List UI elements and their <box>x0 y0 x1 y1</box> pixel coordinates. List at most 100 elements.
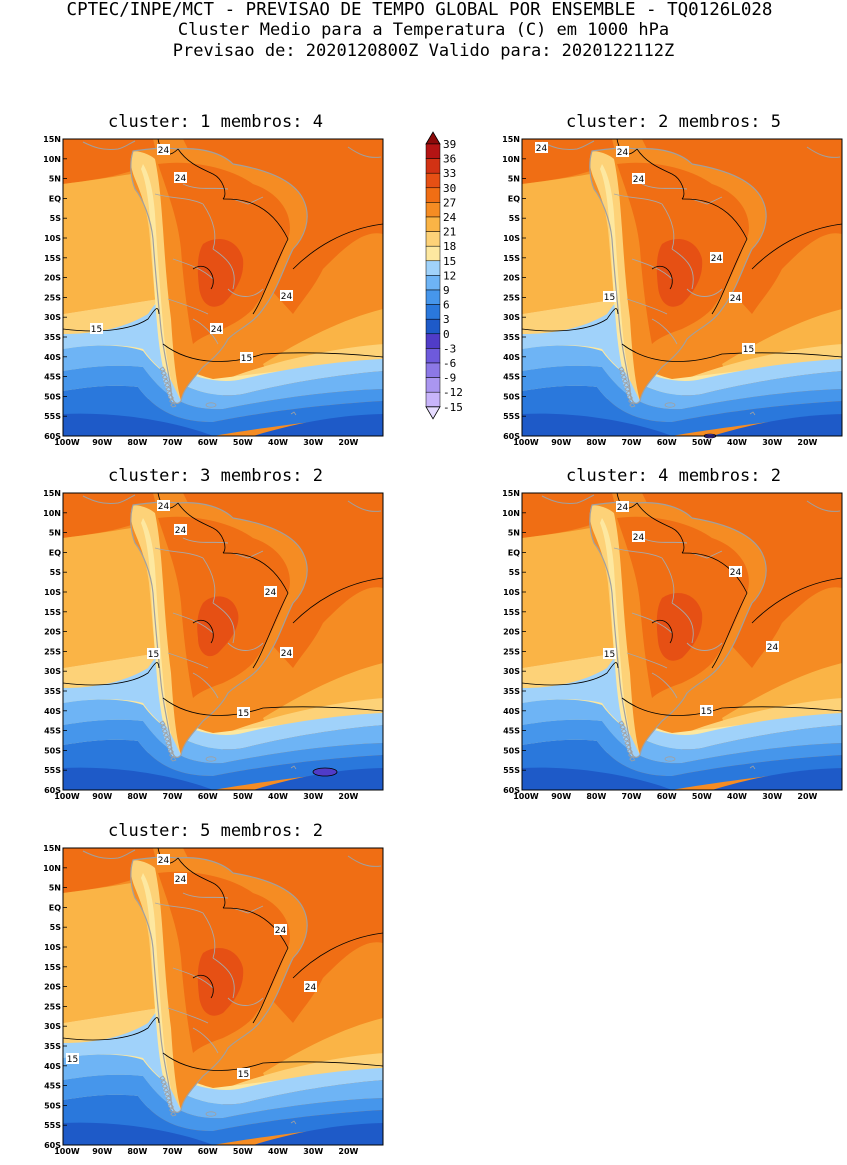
lon-label: 90W <box>551 438 571 447</box>
contour-label: 24 <box>175 526 187 536</box>
colorbar-swatch <box>425 158 441 174</box>
lat-label: 10S <box>44 588 61 597</box>
lon-label: 90W <box>92 1147 112 1156</box>
lat-label: 30S <box>44 667 61 676</box>
lat-label: 45S <box>503 373 520 382</box>
lon-label: 40W <box>268 438 288 447</box>
contour-label: 24 <box>275 926 287 936</box>
lon-label: 90W <box>92 792 112 801</box>
lon-label: 80W <box>127 1147 147 1156</box>
contour-label-bg <box>237 707 250 718</box>
colorbar-swatch <box>425 231 441 247</box>
lon-label: 80W <box>127 438 147 447</box>
lat-label: 30S <box>503 667 520 676</box>
lon-label: 60W <box>657 792 677 801</box>
lat-label: 5N <box>49 529 61 538</box>
lon-label: 50W <box>692 792 712 801</box>
colorbar-label: 12 <box>443 269 456 282</box>
lat-label: 5S <box>50 214 62 223</box>
colorbar-swatch <box>425 318 441 335</box>
contour-label: 15 <box>91 325 102 335</box>
colorbar-swatch <box>425 348 441 364</box>
lat-label: 10N <box>502 509 520 518</box>
lat-label: 25S <box>503 293 520 302</box>
lat-label: 60S <box>503 786 520 795</box>
header-line-3: Previsao de: 2020120800Z Valido para: 20… <box>172 41 675 61</box>
panel-title-4: cluster: 4 membros: 2 <box>566 466 781 486</box>
lat-label: 30S <box>44 313 61 322</box>
contour-label-bg <box>710 252 723 263</box>
lon-label: 70W <box>622 792 642 801</box>
lat-label: 30S <box>44 1022 61 1031</box>
contour-label: 24 <box>536 144 548 154</box>
colorbar-swatch <box>425 304 441 320</box>
contour-label-bg <box>147 648 160 659</box>
lat-label: 5S <box>50 923 62 932</box>
colorbar-swatch <box>425 333 441 349</box>
contour-label: 24 <box>175 875 187 885</box>
lat-label: 15N <box>43 844 61 853</box>
colorbar-label: -15 <box>443 401 463 414</box>
lat-label: 20S <box>503 274 520 283</box>
lat-label: 15S <box>44 608 61 617</box>
lat-label: 55S <box>44 412 61 421</box>
lat-label: 10N <box>43 509 61 518</box>
map-panel-2: 15N 10N 5N EQ 5S 10S 15S 20S 25S 30S 35S 40S 45S 50S 5… <box>502 135 843 447</box>
lat-label: 10S <box>503 588 520 597</box>
contour-label: 15 <box>604 650 615 660</box>
lat-label: EQ <box>508 194 520 203</box>
lat-label: 5N <box>508 175 520 184</box>
colorbar-label: -6 <box>443 357 456 370</box>
lat-label: 40S <box>44 353 61 362</box>
contour-label-bg <box>237 1068 250 1079</box>
contour-label: 24 <box>730 568 742 578</box>
contour-label: 24 <box>281 292 293 302</box>
contour-label: 15 <box>238 1070 249 1080</box>
colorbar-label: 21 <box>443 226 456 239</box>
lat-label: EQ <box>49 903 61 912</box>
lat-label: 15N <box>502 489 520 498</box>
lon-label: 100W <box>54 792 80 801</box>
lat-label: 60S <box>503 432 520 441</box>
lat-label: 15S <box>44 254 61 263</box>
lon-label: 20W <box>338 792 358 801</box>
lat-label: EQ <box>49 194 61 203</box>
lon-label: 50W <box>233 792 253 801</box>
lat-label: 15N <box>43 489 61 498</box>
map-panel-5: 15N 10N 5N EQ 5S 10S 15S 20S 25S 30S 35S 40S 45S 50S 5… <box>43 844 384 1156</box>
contour-label: 24 <box>617 503 629 513</box>
colorbar-swatch <box>425 377 441 393</box>
contour-label: 24 <box>158 502 170 512</box>
lat-label: 15N <box>502 135 520 144</box>
lat-label: 25S <box>44 293 61 302</box>
contour-label: 24 <box>767 643 779 653</box>
lat-label: 15S <box>44 963 61 972</box>
contour-label-bg <box>632 173 645 184</box>
contour-label: 24 <box>617 148 629 158</box>
contour-label-bg <box>90 323 103 334</box>
lon-label: 30W <box>762 792 782 801</box>
contour-label-bg <box>280 290 293 301</box>
lat-label: 35S <box>503 333 520 342</box>
lon-label: 20W <box>797 792 817 801</box>
lat-label: 50S <box>503 746 520 755</box>
header-line-1: CPTEC/INPE/MCT - PREVISAO DE TEMPO GLOBA… <box>66 0 773 20</box>
lat-label: 60S <box>44 1141 61 1150</box>
lon-label: 70W <box>622 438 642 447</box>
lat-label: 5N <box>49 175 61 184</box>
lat-label: 5N <box>508 529 520 538</box>
contour-label: 15 <box>238 709 249 719</box>
lat-label: 15S <box>503 608 520 617</box>
lat-label: 20S <box>44 274 61 283</box>
lat-label: 55S <box>503 412 520 421</box>
lat-label: 50S <box>44 392 61 401</box>
contour-label-bg <box>535 142 548 153</box>
lat-label: 40S <box>44 1062 61 1071</box>
contour-label: 24 <box>211 325 223 335</box>
panel-title-5: cluster: 5 membros: 2 <box>108 821 323 841</box>
contour-label: 24 <box>730 294 742 304</box>
lon-label: 100W <box>513 792 539 801</box>
lat-label: 40S <box>503 353 520 362</box>
lat-label: 50S <box>503 392 520 401</box>
